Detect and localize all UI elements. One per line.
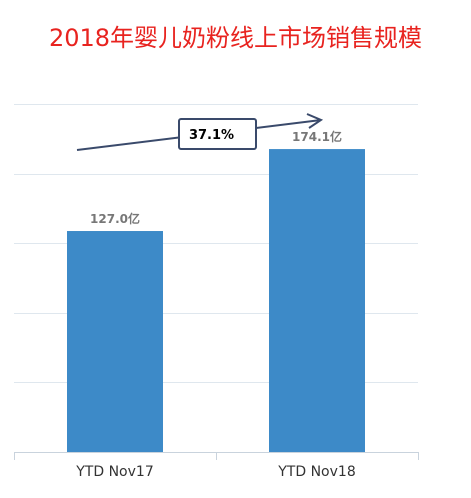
x-tick-label: YTD Nov17 [75, 464, 153, 480]
data-labels: 127.0亿 174.1亿 [90, 129, 342, 226]
x-tick-label: YTD Nov18 [277, 464, 355, 480]
bar [67, 231, 163, 452]
growth-rate-label: 37.1% [189, 128, 234, 143]
growth-arrow-head [306, 113, 324, 129]
data-label: 127.0亿 [90, 211, 140, 226]
chart-title: 2018年婴儿奶粉线上市场销售规模 [48, 24, 423, 52]
data-label: 174.1亿 [292, 129, 342, 144]
bar [269, 149, 365, 453]
x-axis: YTD Nov17 YTD Nov18 [14, 452, 419, 480]
growth-annotation: 37.1% [76, 113, 324, 151]
bars [67, 149, 365, 453]
growth-rate-box [178, 118, 257, 150]
